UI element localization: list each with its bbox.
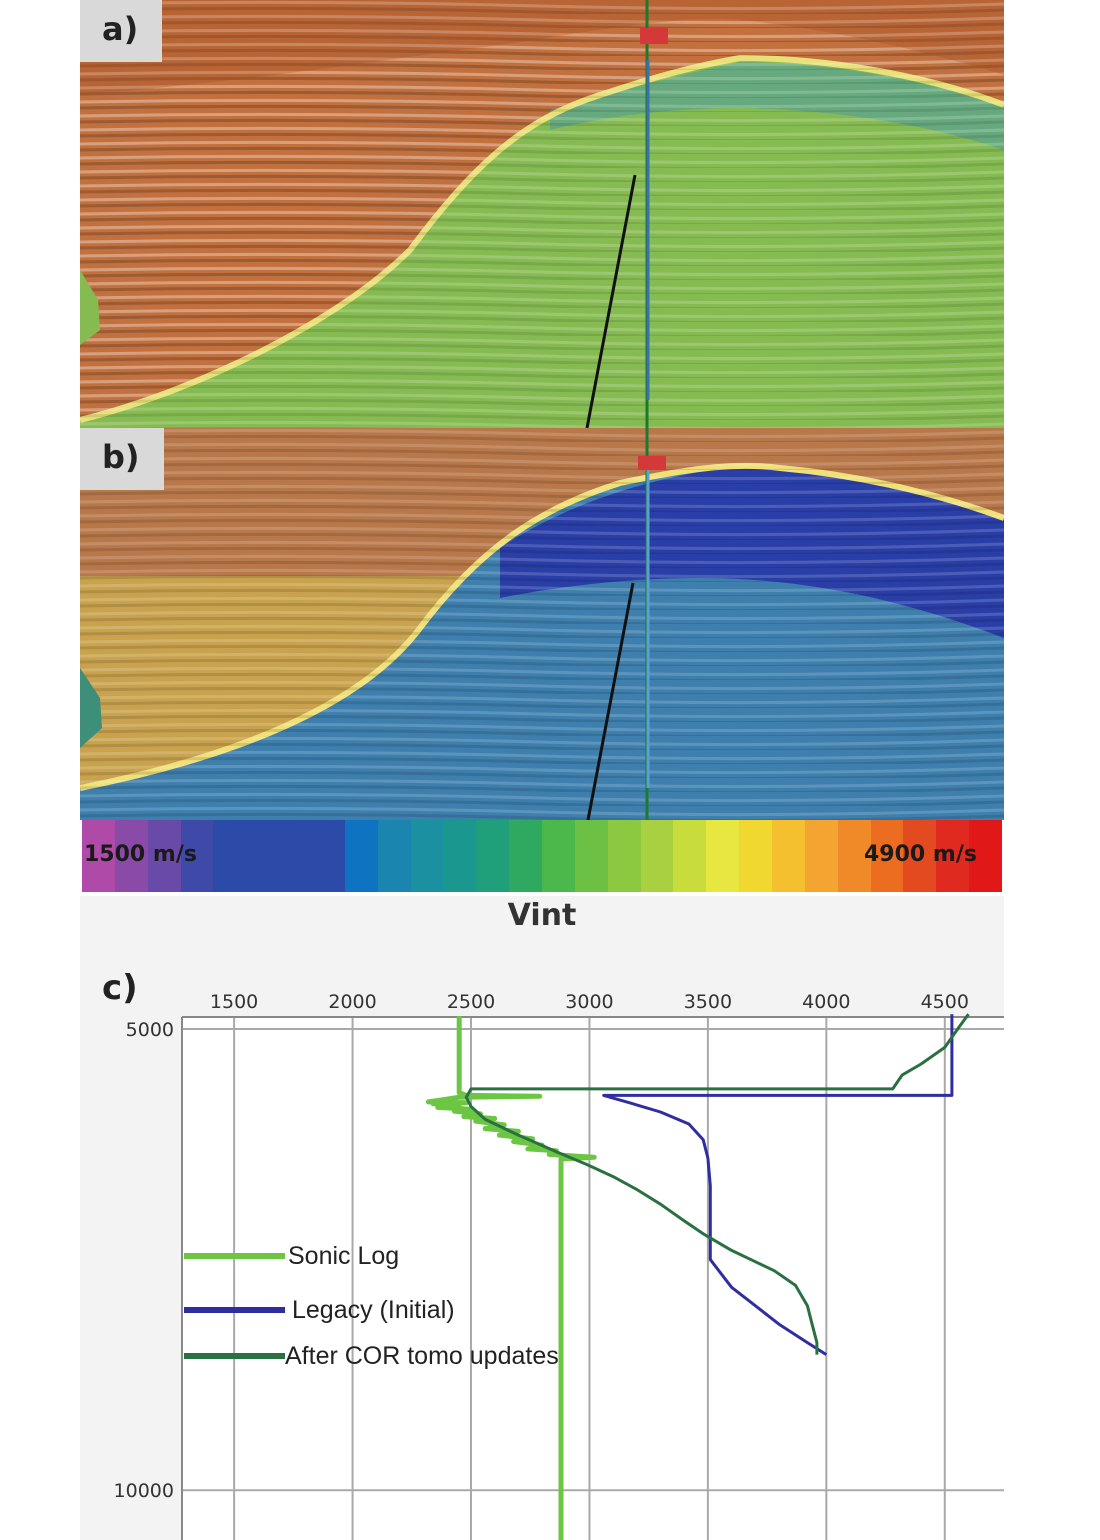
velocity-colorbar [82, 820, 1003, 892]
colorbar-swatch [213, 820, 247, 892]
panel-label-b: b) [80, 428, 164, 490]
colorbar-swatch [476, 820, 510, 892]
chart-canvas: 1500 2000 2500 3000 3500 4000 4500 5000 10000 Son… [114, 991, 1004, 1540]
colorbar-swatch [607, 820, 641, 892]
seismic-section-b: b) [80, 428, 1004, 820]
seismic-image-a [80, 0, 1004, 428]
colorbar-swatch [837, 820, 871, 892]
x-tick-label: 4000 [802, 991, 850, 1013]
colorbar-swatch [377, 820, 411, 892]
x-tick-label: 3000 [565, 991, 613, 1013]
seismic-section-a: a) [80, 0, 1004, 428]
legend-label: Sonic Log [288, 1242, 399, 1270]
legend-label: After COR tomo updates [285, 1342, 559, 1370]
colorbar-swatch [509, 820, 543, 892]
colorbar-swatch [640, 820, 674, 892]
y-tick-label: 10000 [114, 1480, 174, 1502]
colorbar-swatch [114, 820, 148, 892]
x-tick-label: 1500 [210, 991, 258, 1013]
colorbar-swatch [542, 820, 575, 892]
x-tick-label: 2500 [447, 991, 495, 1013]
legend-label: Legacy (Initial) [292, 1296, 455, 1324]
x-tick-label: 2000 [328, 991, 376, 1013]
x-tick-label: 3500 [684, 991, 732, 1013]
series-line-legacy-initial- [602, 1014, 954, 1356]
colorbar-swatch [936, 820, 970, 892]
colorbar-max-label: 4900 m/s [864, 842, 977, 867]
colorbar-swatch [804, 820, 838, 892]
x-tick-label: 4500 [921, 991, 969, 1013]
panel-label-a: a) [80, 0, 163, 62]
colorbar-swatch [574, 820, 608, 892]
series-line-after-cor-tomo-updates [464, 1013, 970, 1355]
colorbar-swatch [344, 820, 378, 892]
colorbar-swatch [969, 820, 1003, 892]
colorbar-swatch [180, 820, 214, 892]
colorbar-swatch [706, 820, 740, 892]
chart-title: Vint [507, 898, 577, 933]
colorbar-swatch [903, 820, 937, 892]
colorbar-swatch [739, 820, 773, 892]
colorbar-swatch [410, 820, 444, 892]
colorbar-swatch [772, 820, 805, 892]
colorbar-swatch [147, 820, 181, 892]
colorbar-swatch [279, 820, 313, 892]
panel-label-c: c) [102, 968, 138, 1008]
colorbar-swatch [82, 820, 115, 892]
y-tick-label: 5000 [126, 1019, 174, 1041]
plot-area [182, 1017, 1004, 1540]
colorbar-swatch [673, 820, 707, 892]
colorbar-swatch [443, 820, 477, 892]
colorbar-swatch [870, 820, 904, 892]
seismic-image-b [80, 428, 1004, 820]
velocity-profile-chart: 1500 2000 2500 3000 3500 4000 4500 5000 10000 Son… [80, 896, 1004, 1540]
colorbar-swatch [246, 820, 280, 892]
colorbar-swatch [312, 820, 345, 892]
colorbar-min-label: 1500 m/s [84, 842, 197, 867]
